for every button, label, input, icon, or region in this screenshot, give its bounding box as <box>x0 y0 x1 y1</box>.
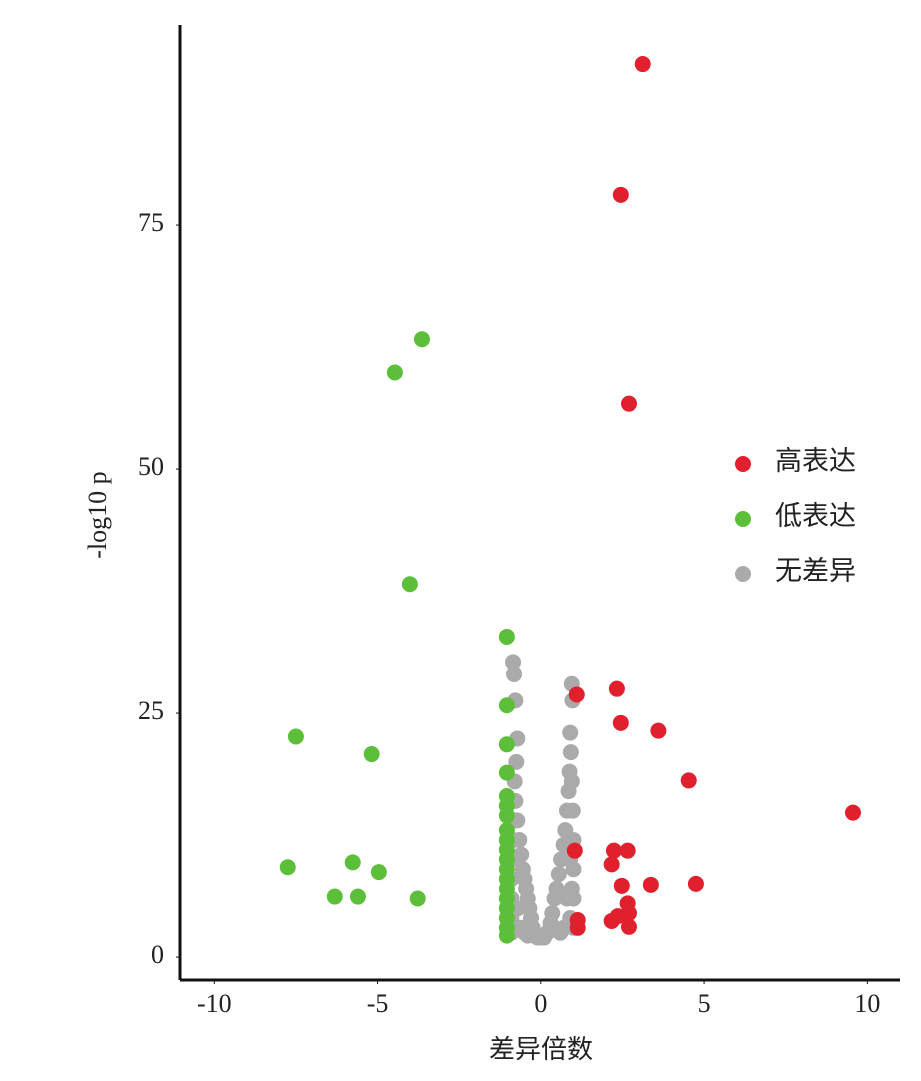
point <box>680 772 697 789</box>
point <box>413 331 430 348</box>
point <box>566 842 583 859</box>
point <box>498 697 515 714</box>
y-tick-label: 25 <box>138 696 164 725</box>
point <box>634 56 651 73</box>
x-tick-label: -10 <box>197 989 232 1018</box>
point <box>498 628 515 645</box>
point <box>506 666 523 683</box>
point <box>498 927 515 944</box>
point <box>363 746 380 763</box>
point <box>605 842 622 859</box>
point <box>409 890 426 907</box>
point <box>612 186 629 203</box>
series <box>503 654 582 946</box>
point <box>687 875 704 892</box>
x-tick-label: 0 <box>534 989 547 1018</box>
point <box>562 744 579 761</box>
point <box>498 764 515 781</box>
point <box>386 364 403 381</box>
point <box>505 654 522 671</box>
series <box>279 331 515 944</box>
point <box>509 900 526 917</box>
point <box>498 807 515 824</box>
point <box>619 842 636 859</box>
point <box>508 753 525 770</box>
point <box>569 919 586 936</box>
x-tick-label: 5 <box>698 989 711 1018</box>
point <box>612 714 629 731</box>
point <box>279 859 296 876</box>
point <box>563 773 580 790</box>
y-tick-label: 0 <box>151 940 164 969</box>
point <box>608 680 625 697</box>
point <box>349 888 366 905</box>
point <box>613 877 630 894</box>
point <box>370 864 387 881</box>
x-tick-label: 10 <box>854 989 880 1018</box>
point <box>344 854 361 871</box>
point <box>287 728 304 745</box>
legend-label: 低表达 <box>775 501 856 531</box>
series <box>566 56 861 936</box>
x-axis-label: 差异倍数 <box>489 1035 593 1064</box>
point <box>562 724 579 741</box>
point <box>498 736 515 753</box>
point <box>326 888 343 905</box>
point <box>401 576 418 593</box>
point <box>609 908 626 925</box>
legend-label: 无差异 <box>775 556 856 586</box>
point <box>650 722 667 739</box>
point <box>563 880 580 897</box>
legend-marker <box>735 511 751 527</box>
y-tick-label: 75 <box>138 208 164 237</box>
legend-label: 高表达 <box>775 446 856 476</box>
legend-marker <box>735 456 751 472</box>
point <box>568 686 585 703</box>
point <box>620 395 637 412</box>
point <box>620 918 637 935</box>
legend-marker <box>735 566 751 582</box>
point <box>550 866 567 883</box>
point <box>603 856 620 873</box>
point <box>546 890 563 907</box>
y-axis-label: -log10 p <box>83 471 112 558</box>
point <box>552 924 569 941</box>
point <box>642 876 659 893</box>
point <box>844 804 861 821</box>
y-tick-label: 50 <box>138 452 164 481</box>
x-tick-label: -5 <box>367 989 389 1018</box>
point <box>564 802 581 819</box>
